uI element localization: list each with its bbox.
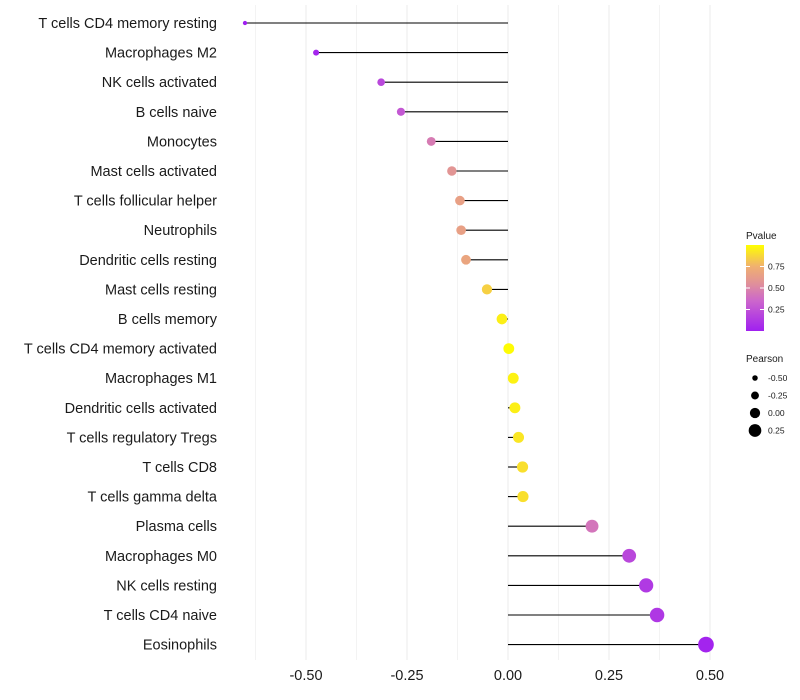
- x-tick-label: -0.50: [289, 668, 322, 684]
- y-tick-label: Monocytes: [147, 134, 217, 150]
- size-legend-dot: [752, 375, 758, 381]
- pvalue-colorbar: [746, 245, 764, 331]
- y-tick-label: Plasma cells: [136, 519, 217, 535]
- pvalue-legend: Pvalue 0.25 0.50 0.75: [746, 231, 785, 331]
- data-point: [461, 254, 471, 265]
- data-point: [455, 195, 465, 206]
- pearson-legend-title: Pearson: [746, 354, 783, 365]
- x-tick-label: 0.50: [696, 668, 724, 684]
- y-tick-label: NK cells resting: [116, 578, 217, 594]
- pearson-legend: Pearson -0.50 -0.25 0.00 0.25: [746, 354, 788, 437]
- data-point: [496, 313, 508, 325]
- x-axis-labels: -0.50 -0.25 0.00 0.25 0.50: [289, 668, 724, 684]
- pvalue-legend-title: Pvalue: [746, 231, 777, 242]
- size-legend-label: 0.00: [768, 408, 785, 418]
- data-point: [377, 78, 385, 87]
- y-tick-label: Neutrophils: [144, 223, 217, 239]
- colorbar-tick-label: 0.75: [768, 262, 785, 272]
- data-point: [396, 107, 406, 116]
- grid-lines: [255, 5, 711, 660]
- colorbar-tick-label: 0.50: [768, 283, 785, 293]
- points: [242, 20, 714, 653]
- data-point: [622, 548, 637, 563]
- size-legend-dot: [751, 391, 759, 400]
- size-legend-dot: [749, 407, 761, 419]
- data-point: [313, 49, 320, 56]
- y-tick-label: Macrophages M2: [105, 46, 217, 62]
- y-tick-label: T cells regulatory Tregs: [67, 430, 217, 446]
- y-tick-label: Mast cells activated: [90, 164, 217, 180]
- y-tick-label: NK cells activated: [102, 75, 217, 91]
- y-tick-label: Macrophages M0: [105, 549, 217, 565]
- data-point: [481, 284, 493, 295]
- data-point: [516, 461, 529, 473]
- y-tick-label: T cells follicular helper: [74, 194, 217, 210]
- size-legend-label: -0.25: [768, 391, 788, 401]
- data-point: [585, 519, 599, 533]
- y-tick-label: Dendritic cells activated: [65, 401, 217, 417]
- stems: [244, 22, 706, 646]
- data-point: [649, 607, 665, 623]
- y-tick-label: Dendritic cells resting: [79, 253, 217, 269]
- x-tick-label: -0.25: [390, 668, 423, 684]
- y-tick-label: T cells CD4 naive: [104, 608, 217, 624]
- data-point: [509, 402, 521, 414]
- y-tick-label: T cells gamma delta: [88, 490, 218, 506]
- y-tick-label: T cells CD4 memory activated: [24, 342, 217, 358]
- data-point: [639, 578, 654, 593]
- x-tick-label: 0.00: [494, 668, 522, 684]
- data-point: [507, 372, 519, 384]
- data-point: [426, 136, 436, 146]
- size-legend-dot: [748, 424, 762, 437]
- data-point: [517, 491, 529, 503]
- data-point: [456, 225, 466, 236]
- colorbar-tick-label: 0.25: [768, 305, 785, 315]
- data-point: [512, 431, 525, 443]
- x-tick-label: 0.25: [595, 668, 623, 684]
- y-tick-label: B cells naive: [136, 105, 217, 121]
- y-tick-label: Macrophages M1: [105, 371, 217, 387]
- y-tick-label: T cells CD4 memory resting: [38, 16, 217, 32]
- data-point: [503, 343, 515, 355]
- y-tick-label: Eosinophils: [143, 638, 217, 654]
- y-tick-label: T cells CD8: [142, 460, 217, 476]
- y-tick-label: Mast cells resting: [105, 282, 217, 298]
- data-point: [242, 20, 248, 26]
- y-axis-labels: T cells CD4 memory resting Macrophages M2…: [24, 16, 218, 654]
- size-legend-label: 0.25: [768, 426, 785, 436]
- data-point: [698, 636, 714, 653]
- size-legend-label: -0.50: [768, 373, 788, 383]
- y-tick-label: B cells memory: [118, 312, 218, 328]
- data-point: [447, 166, 457, 176]
